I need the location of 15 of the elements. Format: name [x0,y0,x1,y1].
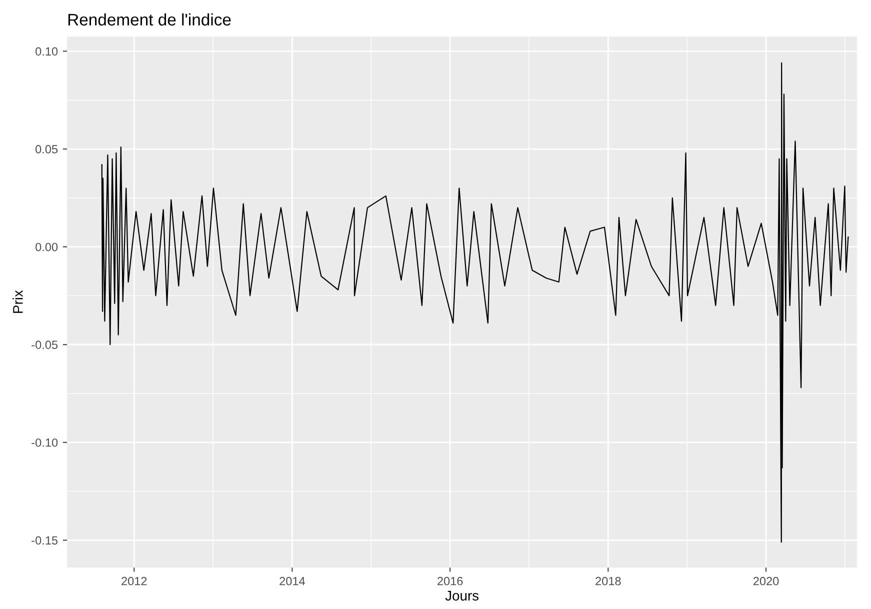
y-axis-title: Prix [12,290,23,313]
chart-title: Rendement de l'indice [68,13,231,26]
x-tick-label: 2012 [122,576,147,586]
x-tick-label: 2018 [596,576,621,586]
x-axis-title: Jours [445,590,479,601]
y-tick-label: 0.00 [36,242,58,252]
x-tick-label: 2016 [438,576,463,586]
y-tick-label: -0.05 [32,340,58,349]
y-tick-label: 0.05 [36,145,58,154]
y-tick-label: -0.15 [32,536,58,545]
line-series [101,62,849,543]
y-tick-label: -0.10 [32,438,58,447]
y-tick-label: 0.10 [36,47,58,56]
x-tick-label: 2020 [753,576,779,586]
x-tick-label: 2014 [280,576,305,586]
